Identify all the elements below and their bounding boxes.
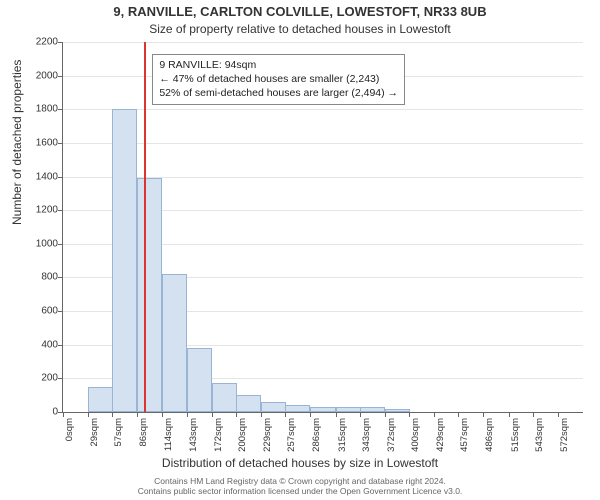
y-tick-label: 1800 — [36, 104, 58, 115]
x-tick-label: 315sqm — [337, 418, 348, 458]
chart-title: 9, RANVILLE, CARLTON COLVILLE, LOWESTOFT… — [0, 4, 600, 19]
y-tick-label: 800 — [41, 272, 58, 283]
histogram-bar — [88, 387, 113, 412]
x-tick-label: 372sqm — [386, 418, 397, 458]
x-tick-label: 229sqm — [262, 418, 273, 458]
x-tick-label: 572sqm — [559, 418, 570, 458]
y-tick-mark — [58, 277, 63, 278]
x-tick-mark — [360, 412, 361, 417]
x-tick-label: 543sqm — [534, 418, 545, 458]
x-tick-mark — [63, 412, 64, 417]
y-tick-label: 1600 — [36, 137, 58, 148]
histogram-bar — [310, 407, 335, 412]
histogram-bar — [162, 274, 187, 412]
y-tick-label: 1000 — [36, 238, 58, 249]
x-tick-mark — [162, 412, 163, 417]
footer-line2: Contains public sector information licen… — [20, 486, 580, 497]
x-tick-label: 200sqm — [237, 418, 248, 458]
y-tick-mark — [58, 42, 63, 43]
histogram-bar — [360, 407, 385, 412]
x-tick-mark — [533, 412, 534, 417]
y-tick-label: 2200 — [36, 37, 58, 48]
x-tick-mark — [187, 412, 188, 417]
y-tick-mark — [58, 76, 63, 77]
annotation-line: ← 47% of detached houses are smaller (2,… — [159, 72, 398, 86]
y-tick-mark — [58, 143, 63, 144]
x-tick-mark — [434, 412, 435, 417]
x-tick-label: 57sqm — [113, 418, 124, 458]
x-tick-label: 457sqm — [459, 418, 470, 458]
gridline — [63, 42, 583, 43]
plot-area: 9 RANVILLE: 94sqm← 47% of detached house… — [62, 42, 583, 413]
y-tick-label: 1400 — [36, 171, 58, 182]
x-tick-label: 172sqm — [213, 418, 224, 458]
x-tick-mark — [88, 412, 89, 417]
y-tick-label: 600 — [41, 306, 58, 317]
x-tick-mark — [285, 412, 286, 417]
y-tick-label: 2000 — [36, 70, 58, 81]
histogram-bar — [336, 407, 361, 412]
y-tick-mark — [58, 109, 63, 110]
histogram-bar — [112, 109, 137, 412]
reference-line — [144, 42, 146, 412]
x-tick-label: 486sqm — [484, 418, 495, 458]
histogram-bar — [261, 402, 286, 412]
x-tick-mark — [212, 412, 213, 417]
x-tick-mark — [409, 412, 410, 417]
x-tick-label: 143sqm — [188, 418, 199, 458]
x-tick-mark — [509, 412, 510, 417]
x-tick-mark — [385, 412, 386, 417]
y-tick-mark — [58, 345, 63, 346]
x-tick-mark — [137, 412, 138, 417]
chart-container: 9, RANVILLE, CARLTON COLVILLE, LOWESTOFT… — [0, 0, 600, 500]
x-tick-label: 29sqm — [89, 418, 100, 458]
y-tick-mark — [58, 177, 63, 178]
gridline — [63, 143, 583, 144]
x-tick-mark — [112, 412, 113, 417]
x-tick-label: 429sqm — [435, 418, 446, 458]
chart-subtitle: Size of property relative to detached ho… — [0, 22, 600, 36]
x-tick-label: 286sqm — [311, 418, 322, 458]
x-tick-label: 257sqm — [286, 418, 297, 458]
annotation-line: 52% of semi-detached houses are larger (… — [159, 86, 398, 100]
x-tick-label: 114sqm — [163, 418, 174, 458]
x-tick-mark — [483, 412, 484, 417]
annotation-line: 9 RANVILLE: 94sqm — [159, 58, 398, 72]
y-tick-mark — [58, 378, 63, 379]
x-tick-label: 515sqm — [510, 418, 521, 458]
x-tick-label: 0sqm — [64, 418, 75, 458]
y-tick-mark — [58, 244, 63, 245]
histogram-bar — [137, 178, 162, 412]
y-tick-mark — [58, 311, 63, 312]
y-tick-mark — [58, 210, 63, 211]
x-tick-mark — [236, 412, 237, 417]
gridline — [63, 109, 583, 110]
x-tick-mark — [310, 412, 311, 417]
annotation-box: 9 RANVILLE: 94sqm← 47% of detached house… — [152, 54, 405, 105]
y-axis-label: Number of detached properties — [10, 60, 24, 225]
histogram-bar — [236, 395, 261, 412]
x-tick-mark — [558, 412, 559, 417]
histogram-bar — [212, 383, 237, 412]
y-tick-label: 200 — [41, 373, 58, 384]
x-tick-mark — [336, 412, 337, 417]
y-tick-label: 1200 — [36, 205, 58, 216]
y-tick-label: 400 — [41, 339, 58, 350]
x-tick-mark — [458, 412, 459, 417]
histogram-bar — [187, 348, 212, 412]
x-axis-label: Distribution of detached houses by size … — [0, 456, 600, 470]
x-tick-label: 86sqm — [138, 418, 149, 458]
footer-attribution: Contains HM Land Registry data © Crown c… — [20, 476, 580, 497]
x-tick-label: 343sqm — [361, 418, 372, 458]
x-tick-mark — [261, 412, 262, 417]
y-tick-label: 0 — [52, 407, 58, 418]
histogram-bar — [385, 409, 410, 412]
x-tick-label: 400sqm — [410, 418, 421, 458]
footer-line1: Contains HM Land Registry data © Crown c… — [20, 476, 580, 487]
histogram-bar — [285, 405, 310, 412]
